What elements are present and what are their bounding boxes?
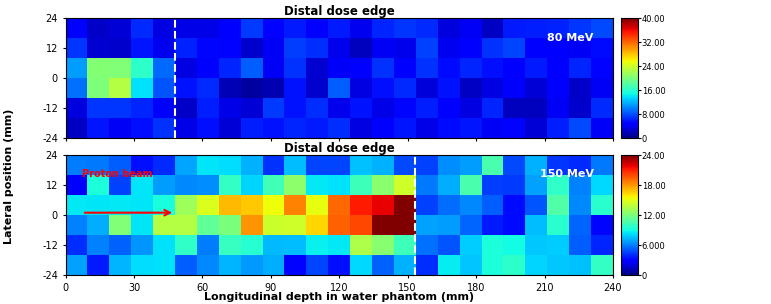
Text: 150 MeV: 150 MeV (540, 169, 594, 179)
Text: Longitudinal depth in water phantom (mm): Longitudinal depth in water phantom (mm) (204, 292, 474, 302)
Title: Distal dose edge: Distal dose edge (284, 142, 395, 155)
Title: Distal dose edge: Distal dose edge (284, 5, 395, 18)
Text: 80 MeV: 80 MeV (547, 33, 594, 43)
Text: Proton beam: Proton beam (82, 169, 153, 179)
Text: Lateral position (mm): Lateral position (mm) (4, 109, 14, 244)
